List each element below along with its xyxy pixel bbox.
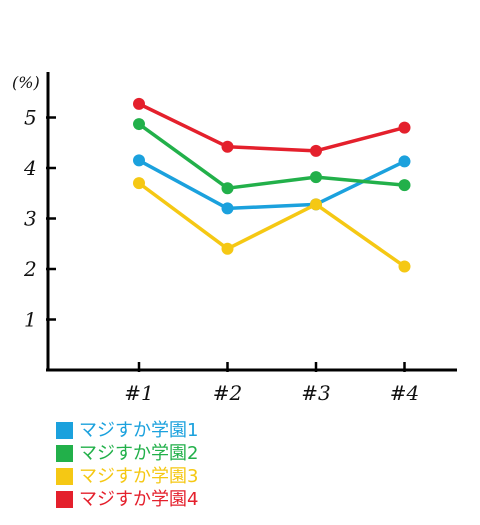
line-chart: (%) 1 2 3 4 5 #1 #2 #3 #4 [12,72,457,405]
data-point [221,202,234,215]
series-4 [133,97,411,157]
legend-swatch [56,422,73,439]
y-tick-label: 2 [23,257,37,281]
series-1 [133,154,411,215]
series-line [137,122,405,190]
x-tick-label: #3 [301,381,330,405]
legend-label: マジすか学園1 [79,419,199,441]
legend-item: マジすか学園4 [56,488,198,511]
legend: マジすか学園1 マジすか学園2 マジすか学園3 マジすか学園4 [56,419,198,511]
data-point [221,242,234,255]
legend-label: マジすか学園2 [79,442,199,464]
legend-swatch [56,445,73,462]
data-point [398,155,411,168]
legend-label: マジすか学園3 [79,465,199,487]
y-tick-label: 3 [24,207,37,231]
series-3 [133,177,411,273]
data-point [133,118,145,131]
data-point [221,182,234,195]
series-2 [133,118,411,195]
data-point [221,140,234,153]
series-line [138,158,406,211]
data-point [310,198,322,211]
data-point [310,144,322,157]
data-point [398,260,411,273]
data-point [398,179,411,192]
y-tick-label: 1 [24,308,37,332]
x-ticks: #1 #2 #3 #4 [124,362,419,405]
series-line [138,102,405,153]
data-point [133,177,145,190]
data-point [398,121,411,134]
legend-item: マジすか学園1 [56,419,198,442]
x-tick-label: #2 [213,381,242,405]
legend-swatch [56,491,73,508]
x-tick-label: #1 [124,381,153,405]
legend-item: マジすか学園2 [56,442,198,465]
y-axis-unit: (%) [12,73,40,92]
y-ticks: 1 2 3 4 5 [23,106,56,332]
series-layer [133,97,411,273]
legend-item: マジすか学園3 [56,465,198,488]
y-tick-label: 4 [23,156,37,180]
series-line [137,181,406,268]
legend-swatch [56,468,73,485]
x-tick-label: #4 [390,381,419,405]
data-point [310,171,322,184]
data-point [133,97,145,110]
legend-label: マジすか学園4 [79,488,199,510]
y-tick-label: 5 [24,106,37,130]
data-point [133,154,145,167]
